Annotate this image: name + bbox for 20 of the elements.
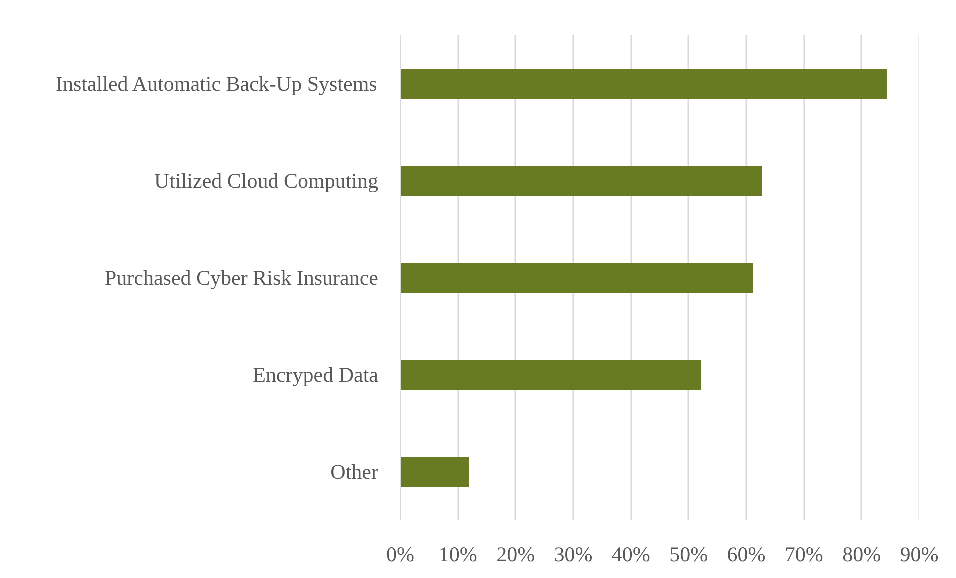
x-tick-label: 40% (612, 542, 650, 566)
x-tick-label: 20% (496, 542, 536, 566)
x-tick-label: 90% (900, 542, 939, 566)
x-tick-label: 0% (386, 542, 415, 566)
bar (400, 166, 762, 196)
x-tick-label: 80% (842, 542, 882, 566)
bar (400, 262, 754, 294)
y-tick-label: Utilized Cloud Computing (154, 169, 379, 193)
x-tick-label: 70% (784, 542, 824, 566)
bar (400, 456, 470, 488)
x-tick-label: 10% (438, 542, 478, 566)
x-tick-label: 30% (554, 542, 593, 566)
y-tick-label: Other (330, 460, 379, 484)
bar (400, 360, 702, 390)
y-tick-label: Purchased Cyber Risk Insurance (104, 266, 379, 290)
y-tick-label: Installed Automatic Back-Up Systems (56, 72, 378, 96)
x-tick-label: 50% (670, 542, 708, 566)
x-tick-label: 60% (727, 542, 766, 566)
bar (400, 68, 888, 100)
y-tick-label: Encryped Data (253, 363, 380, 387)
